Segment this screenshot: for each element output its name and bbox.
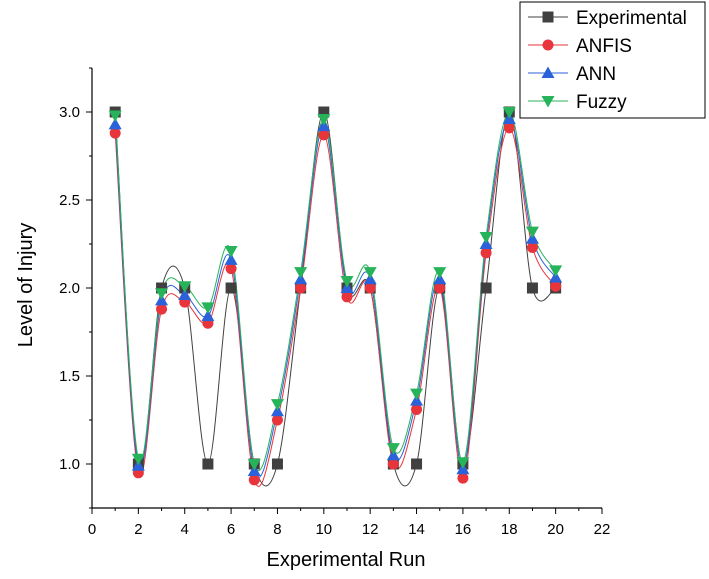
experimental-point — [271, 458, 283, 470]
fuzzy-point — [155, 288, 169, 300]
x-tick-label: 20 — [547, 521, 564, 538]
x-tick-label: 2 — [134, 521, 142, 538]
anfis-point — [387, 458, 399, 470]
experimental-point — [411, 458, 423, 470]
fuzzy-point — [549, 265, 563, 277]
x-tick-label: 10 — [315, 521, 332, 538]
experimental-point — [156, 282, 168, 294]
anfis-point — [295, 282, 307, 294]
fuzzy-point — [502, 107, 516, 119]
y-tick-label: 2.0 — [59, 280, 80, 297]
anfis-point — [503, 122, 515, 134]
y-tick-label: 3.0 — [59, 104, 80, 121]
anfis-point — [526, 242, 538, 254]
x-tick-label: 12 — [362, 521, 379, 538]
experimental-point — [225, 282, 237, 294]
fuzzy-point — [340, 275, 354, 288]
anfis-point — [271, 414, 283, 426]
ann-point — [108, 117, 122, 130]
y-tick-label: 1.0 — [59, 456, 80, 473]
legend: Experimental ANFIS ANN Fuzzy — [519, 1, 706, 119]
x-tick-label: 22 — [594, 521, 611, 538]
ann-point — [178, 288, 192, 301]
fuzzy-point — [363, 267, 377, 279]
x-tick-label: 14 — [408, 521, 425, 538]
fuzzy-point — [386, 443, 400, 455]
y-axis-label: Level of Injury — [15, 223, 37, 348]
legend-marker-ann — [541, 66, 555, 78]
ann-point — [224, 253, 238, 265]
fuzzy-point — [433, 267, 447, 279]
fuzzy-point — [108, 110, 122, 123]
fuzzy-point — [131, 453, 145, 466]
ann-curve — [114, 118, 557, 479]
anfis-point — [341, 291, 353, 303]
x-tick-label: 0 — [88, 521, 96, 538]
y-tick-label: 2.5 — [59, 192, 80, 209]
legend-label-fuzzy: Fuzzy — [576, 92, 627, 113]
experimental-point — [318, 106, 330, 118]
fuzzy-point — [317, 114, 331, 126]
legend-label-anfis: ANFIS — [576, 36, 632, 57]
fuzzy-point — [178, 281, 192, 293]
anfis-point — [225, 263, 237, 275]
series-markers — [108, 106, 563, 486]
fuzzy-point — [294, 267, 308, 279]
y-tick-label: 1.5 — [59, 368, 80, 385]
anfis-point — [457, 472, 469, 484]
experimental-point — [480, 282, 492, 294]
legend-marker-experimental — [542, 11, 554, 23]
x-tick-label: 18 — [501, 521, 518, 538]
anfis-curve — [114, 127, 557, 487]
fuzzy-point — [456, 457, 470, 469]
x-tick-label: 4 — [181, 521, 189, 538]
fuzzy-point — [201, 302, 215, 314]
experimental-point — [526, 282, 538, 294]
legend-marker-anfis — [542, 39, 554, 51]
anfis-point — [434, 282, 446, 294]
x-tick-label: 6 — [227, 521, 235, 538]
fuzzy-point — [247, 459, 261, 471]
anfis-point — [156, 303, 168, 315]
anfis-point — [109, 127, 121, 139]
x-axis-label: Experimental Run — [267, 549, 426, 571]
experimental-curve — [114, 111, 556, 487]
anfis-point — [411, 403, 423, 415]
fuzzy-point — [525, 226, 539, 239]
fuzzy-point — [270, 399, 284, 411]
ann-point — [201, 309, 215, 322]
anfis-point — [480, 247, 492, 259]
experimental-point — [202, 458, 214, 470]
axes: 0 2 4 6 8 10 12 14 16 18 20 22 1.0 1.5 2.0 2.5 3.0 — [59, 67, 611, 538]
legend-label-ann: ANN — [576, 64, 616, 85]
anfis-point — [318, 129, 330, 141]
anfis-point — [550, 280, 562, 292]
x-tick-label: 16 — [455, 521, 472, 538]
fuzzy-point — [224, 246, 238, 258]
legend-marker-fuzzy — [541, 96, 555, 108]
legend-label-experimental: Experimental — [576, 8, 687, 29]
fuzzy-point — [479, 231, 493, 244]
anfis-point — [364, 282, 376, 294]
x-tick-label: 8 — [273, 521, 281, 538]
fuzzy-point — [410, 388, 424, 401]
anfis-point — [248, 474, 260, 486]
